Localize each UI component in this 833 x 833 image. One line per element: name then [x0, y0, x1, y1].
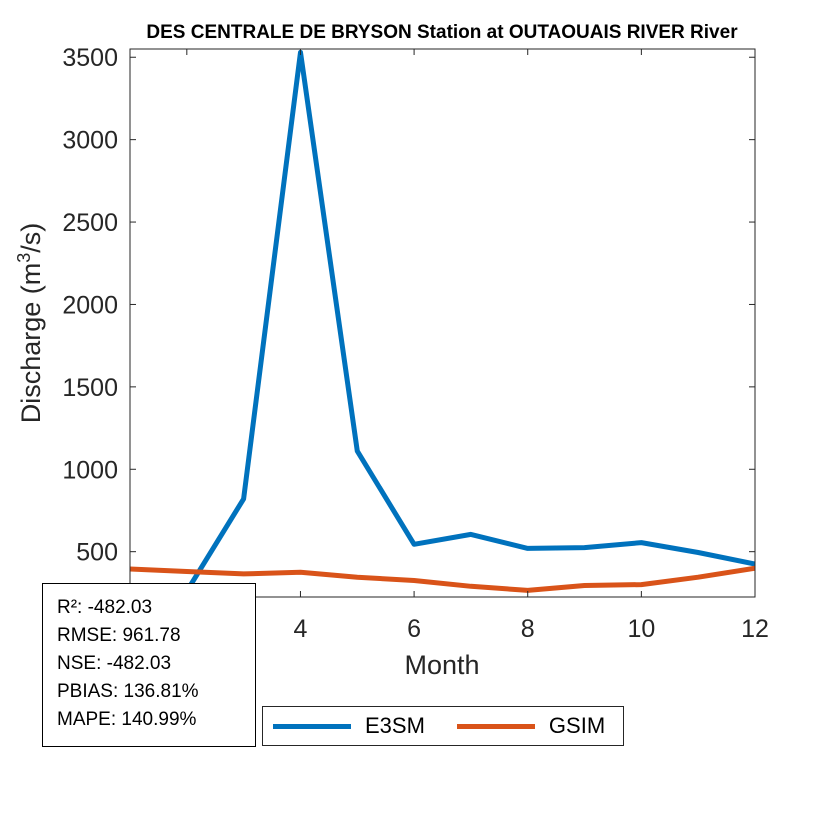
x-tick-label: 6 — [407, 615, 421, 643]
y-axis-label-end: /s) — [16, 223, 46, 253]
legend-swatch-e3sm — [273, 723, 351, 729]
stat-nse: NSE: -482.03 — [57, 653, 172, 674]
x-tick-label: 4 — [294, 615, 308, 643]
y-axis-label-base: Discharge (m — [16, 263, 46, 424]
y-tick-label: 3500 — [62, 44, 118, 72]
legend-label-e3sm: E3SM — [365, 713, 425, 738]
legend-item-gsim: GSIM — [447, 713, 605, 739]
chart-title: DES CENTRALE DE BRYSON Station at OUTAOU… — [146, 22, 738, 43]
x-axis-label: Month — [404, 650, 479, 680]
stat-mape: MAPE: 140.99% — [57, 709, 197, 730]
y-tick-label: 2500 — [62, 209, 118, 237]
stat-rmse: RMSE: 961.78 — [57, 625, 181, 646]
legend: E3SM GSIM — [262, 706, 624, 746]
y-tick-label: 1500 — [62, 374, 118, 402]
y-tick-label: 2000 — [62, 291, 118, 319]
x-tick-label: 10 — [627, 615, 655, 643]
stat-r2: R²: -482.03 — [57, 597, 153, 618]
stat-pbias: PBIAS: 136.81% — [57, 681, 199, 702]
y-tick-label: 3000 — [62, 127, 118, 155]
series-layer — [130, 49, 755, 597]
y-axis-label: Discharge (m3/s) — [14, 223, 46, 424]
y-tick-label: 500 — [76, 539, 118, 567]
series-line-gsim — [130, 565, 755, 593]
legend-label-gsim: GSIM — [548, 713, 606, 738]
legend-swatch-gsim — [456, 723, 535, 729]
x-tick-label: 8 — [521, 615, 535, 643]
series-line-e3sm — [160, 49, 755, 597]
y-tick-label: 1000 — [62, 456, 118, 484]
plot-frame — [129, 48, 756, 598]
x-tick-label: 12 — [741, 615, 769, 643]
stats-box: R²: -482.03 RMSE: 961.78 NSE: -482.03 PB… — [42, 583, 256, 747]
legend-item-e3sm: E3SM — [263, 713, 425, 739]
y-axis-label-sup: 3 — [14, 253, 34, 263]
plot-area — [130, 49, 755, 597]
